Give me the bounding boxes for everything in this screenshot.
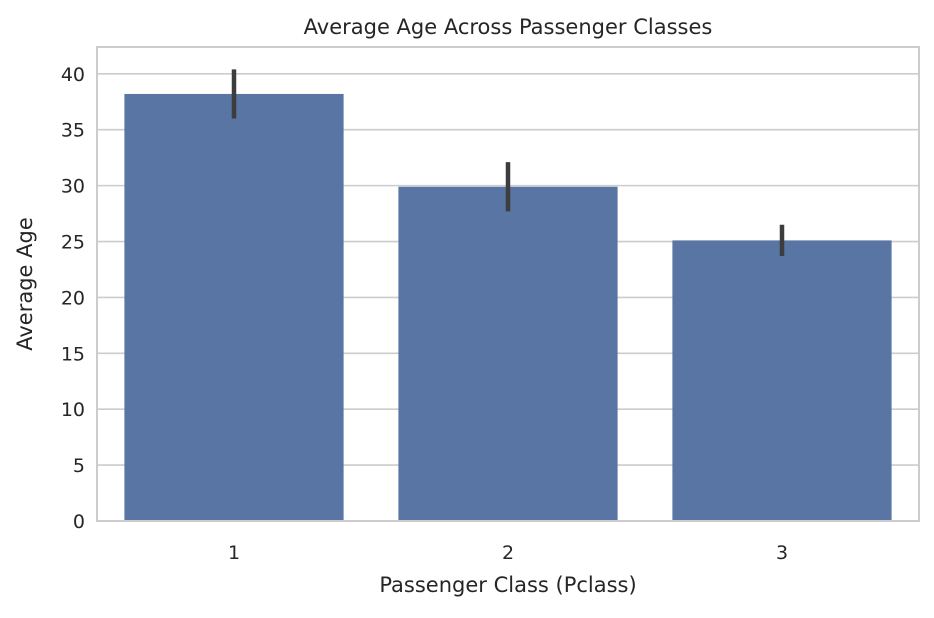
chart-title: Average Age Across Passenger Classes (304, 15, 713, 39)
x-axis-label: Passenger Class (Pclass) (379, 573, 636, 597)
x-tick-label: 3 (776, 542, 788, 564)
bar-pclass-1 (124, 93, 344, 522)
x-tick-label: 2 (502, 542, 514, 564)
y-tick-labels: 0 5 10 15 20 25 30 35 40 (61, 64, 85, 533)
x-tick-label: 1 (228, 542, 240, 564)
y-tick-label: 15 (61, 343, 85, 365)
y-tick-label: 10 (61, 399, 85, 421)
error-bars (231, 69, 785, 257)
bars (124, 93, 892, 522)
bar-pclass-3 (672, 240, 892, 521)
y-tick-label: 20 (61, 287, 85, 309)
y-tick-label: 35 (61, 120, 85, 142)
bar-pclass-2 (398, 186, 618, 521)
y-tick-label: 25 (61, 232, 85, 254)
y-axis-label: Average Age (13, 217, 37, 351)
plot-frame (96, 46, 920, 522)
y-tick-label: 5 (73, 455, 85, 477)
x-tick-labels: 1 2 3 (228, 542, 788, 564)
y-tick-label: 0 (73, 511, 85, 533)
y-tick-label: 40 (61, 64, 85, 86)
y-tick-label: 30 (61, 176, 85, 198)
